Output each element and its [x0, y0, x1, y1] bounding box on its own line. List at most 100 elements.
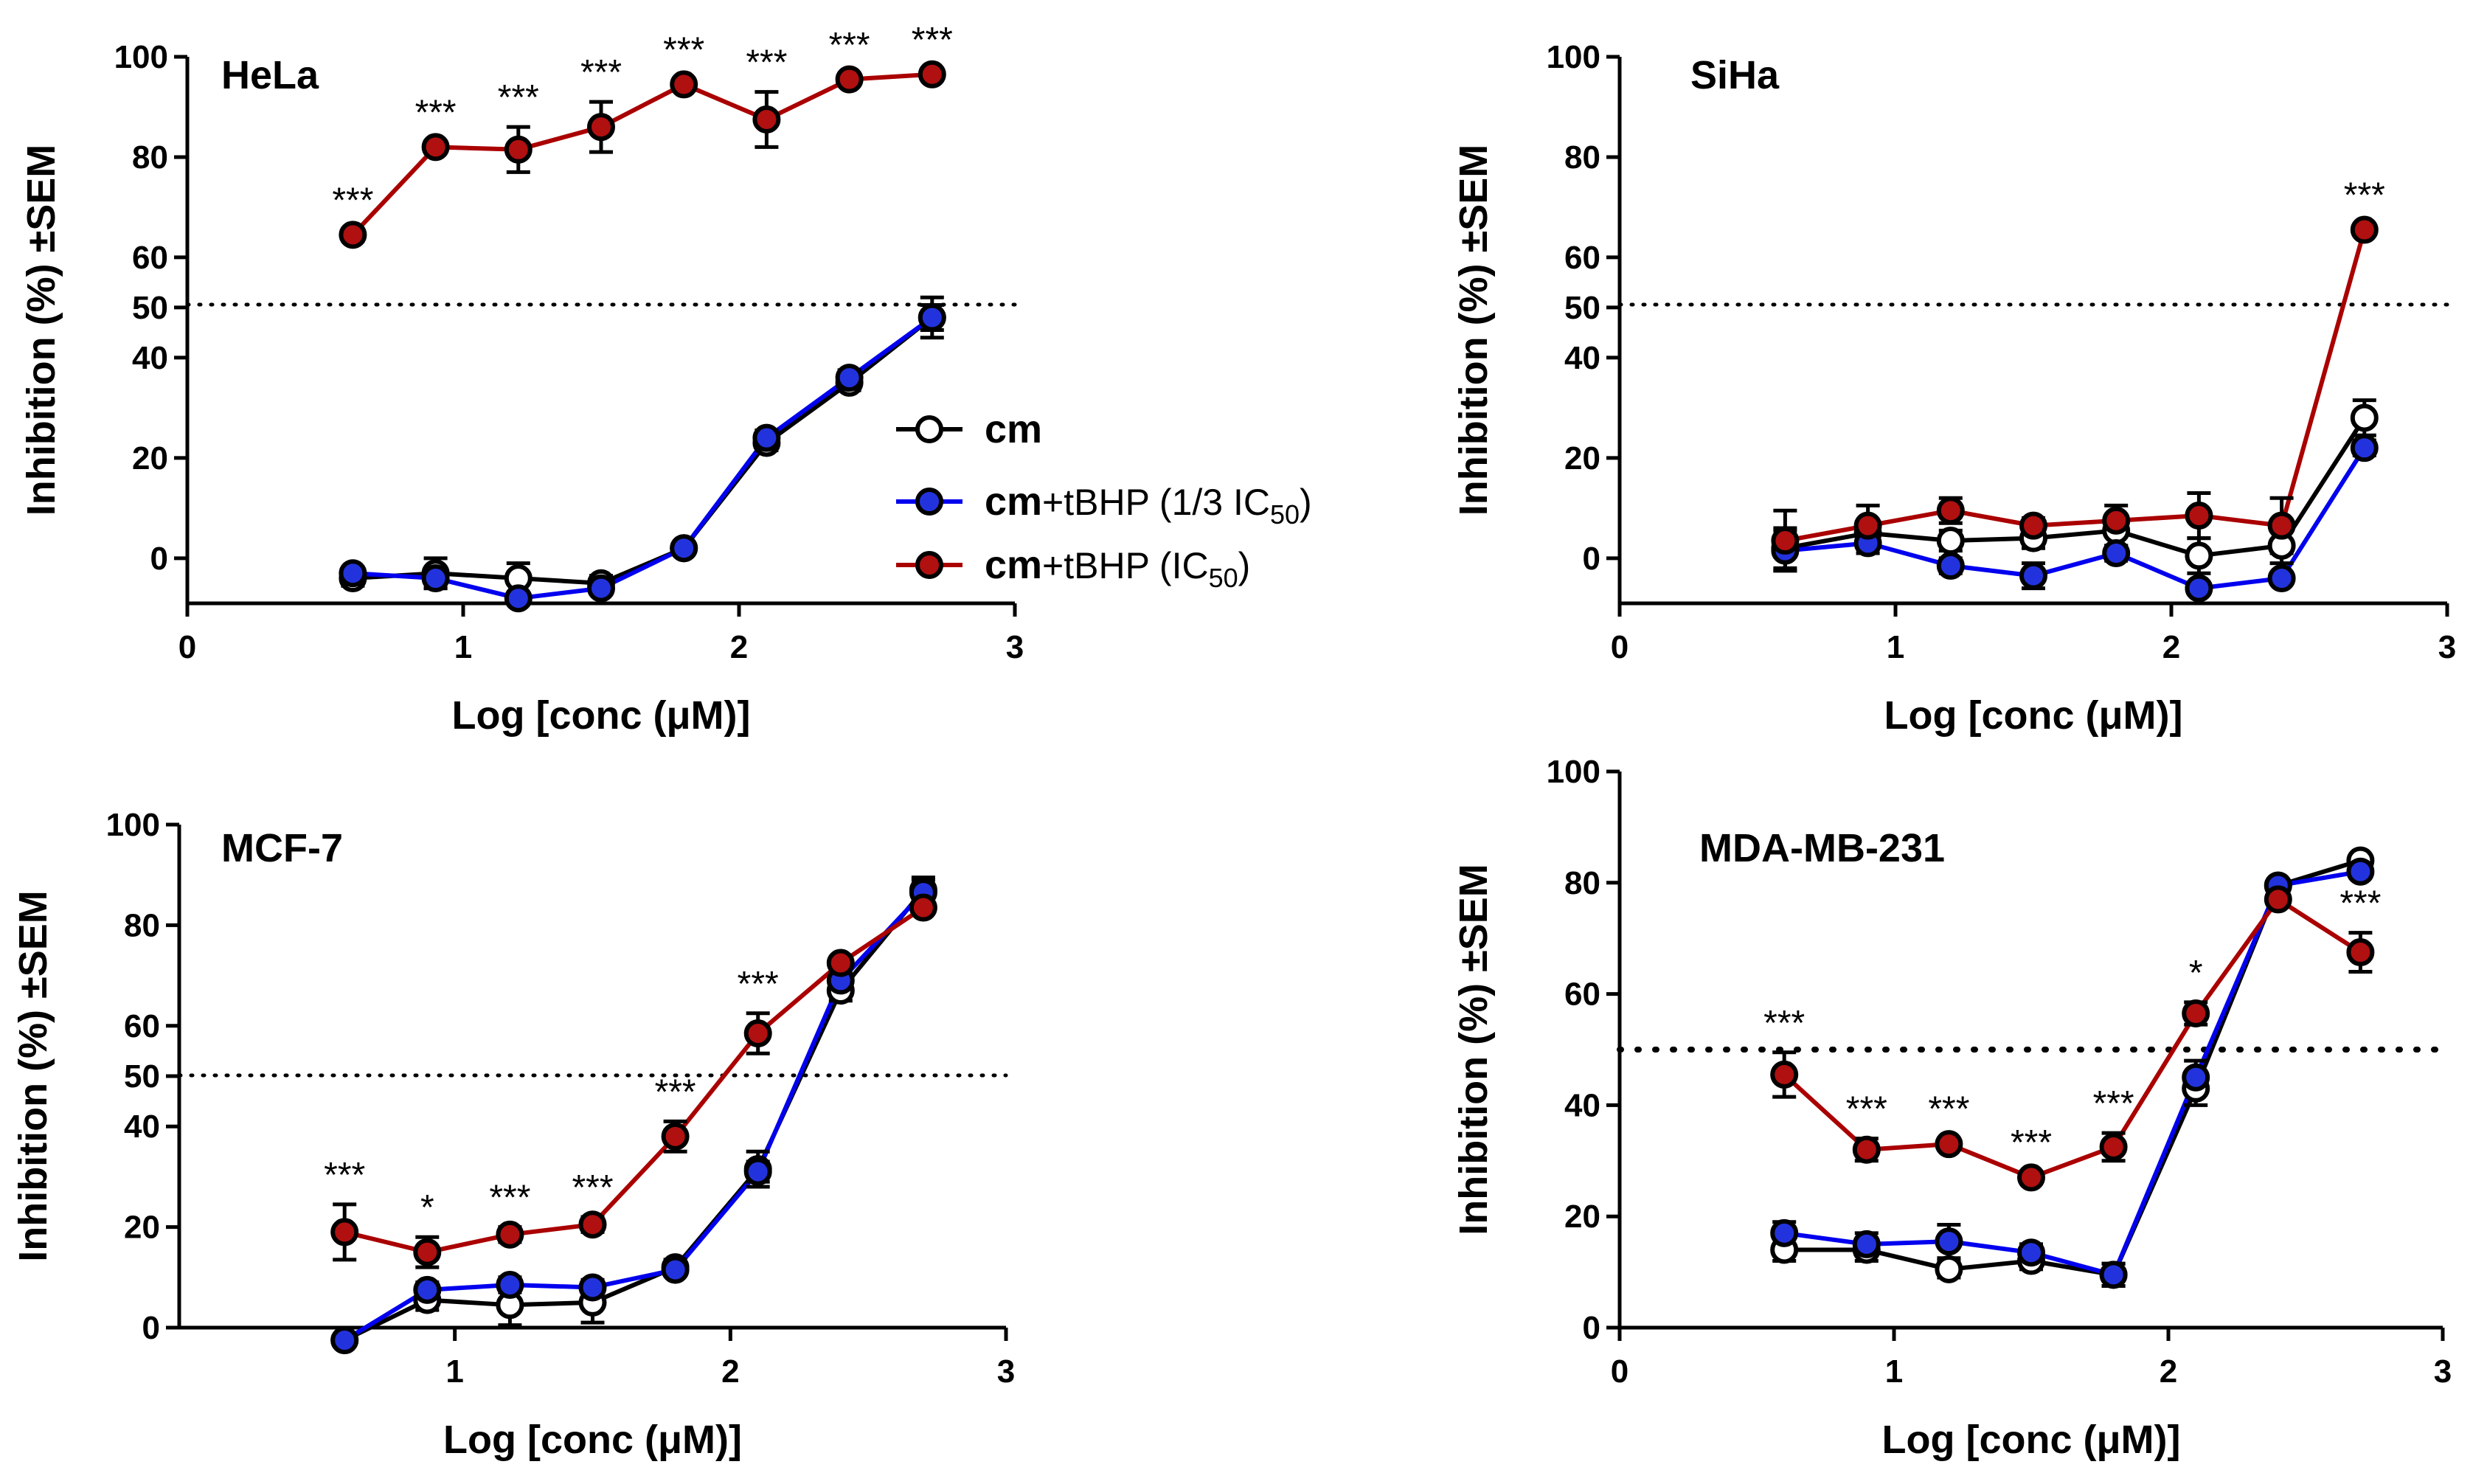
- legend-entry-cm-tbhp-ic50: cm+tBHP (IC50): [896, 543, 1250, 593]
- significance-label: ***: [1928, 1090, 1969, 1129]
- y-tick-label: 0: [150, 541, 168, 577]
- data-point-series-2: [2346, 938, 2375, 967]
- y-tick-label: 0: [1583, 541, 1600, 577]
- x-tick-label: 2: [2162, 629, 2180, 665]
- significance-label: ***: [2093, 1084, 2134, 1123]
- data-point-series-1: [670, 534, 698, 563]
- x-tick-label: 0: [1611, 629, 1628, 665]
- series-line-2: [344, 906, 925, 1255]
- y-tick-label: 20: [1564, 440, 1600, 476]
- significance-label: ***: [489, 1179, 530, 1218]
- data-point-series-0: [1935, 1255, 1963, 1283]
- data-point-series-2: [835, 65, 864, 94]
- y-tick-label: 100: [106, 807, 160, 843]
- data-point-series-1: [587, 574, 615, 603]
- series-line-2: [1784, 229, 2367, 543]
- data-point-series-2: [2182, 999, 2210, 1027]
- data-point-series-1: [413, 1275, 442, 1304]
- data-point-series-2: [504, 135, 533, 164]
- data-point-series-2: [421, 133, 450, 162]
- y-tick-label: 80: [1564, 865, 1600, 901]
- y-tick-label: 0: [1583, 1310, 1600, 1346]
- legend-marker-cm-tbhp-third: [915, 488, 943, 516]
- significance-label: *: [420, 1188, 434, 1227]
- significance-label: ***: [498, 78, 539, 117]
- y-tick-label: 100: [1547, 39, 1600, 75]
- data-point-series-2: [2264, 885, 2292, 914]
- significance-label: ***: [1846, 1090, 1887, 1129]
- data-point-series-1: [421, 564, 450, 593]
- data-point-series-0: [1936, 527, 1965, 555]
- data-point-series-1: [2182, 1063, 2210, 1092]
- data-point-series-0: [2350, 403, 2379, 432]
- y-tick-label: 20: [1564, 1199, 1600, 1235]
- significance-label: ***: [738, 965, 779, 1004]
- data-point-series-1: [752, 423, 781, 452]
- data-point-series-2: [2102, 506, 2131, 535]
- x-tick-label: 1: [1887, 629, 1904, 665]
- legend: cm cm+tBHP (1/3 IC50) cm+tBHP (IC50): [896, 407, 1312, 593]
- significance-label: ***: [655, 1072, 696, 1112]
- y-tick-label: 50: [132, 290, 168, 326]
- y-axis-title: Inhibition (%) ±SEM: [1451, 145, 1496, 516]
- series-line-1: [1783, 869, 2361, 1277]
- x-axis-title: Log [conc (μM)]: [452, 693, 751, 738]
- x-tick-label: 2: [730, 629, 748, 665]
- panel-mcf7: 0 20 40 50 60 80 100 1 2 3 Log [conc (μM)] Inhibiti…: [11, 807, 1015, 1462]
- data-point-series-1: [2102, 539, 2131, 568]
- data-point-series-1: [2346, 857, 2375, 886]
- data-point-series-2: [2017, 1163, 2045, 1192]
- x-axis-title: Log [conc (μM)]: [443, 1418, 742, 1462]
- y-tick-label: 50: [1564, 290, 1600, 326]
- y-tick-label: 20: [124, 1210, 160, 1246]
- x-tick-label: 1: [454, 629, 472, 665]
- x-tick-label: 3: [997, 1353, 1015, 1390]
- data-point-series-2: [1935, 1130, 1963, 1159]
- data-point-series-2: [752, 105, 781, 134]
- data-point-series-1: [2017, 1238, 2045, 1267]
- data-point-series-1: [2267, 564, 2296, 593]
- data-point-series-1: [339, 559, 367, 588]
- y-axis-title: Inhibition (%) ±SEM: [1451, 864, 1496, 1235]
- data-point-series-2: [2350, 215, 2379, 244]
- data-point-series-2: [2185, 502, 2213, 530]
- y-tick-label: 40: [1564, 340, 1600, 376]
- data-point-series-1: [743, 1157, 772, 1186]
- data-point-series-1: [835, 364, 864, 392]
- x-tick-label: 2: [2160, 1353, 2177, 1390]
- data-point-series-1: [330, 1326, 359, 1355]
- data-point-series-2: [2019, 511, 2047, 540]
- y-tick-label: 100: [114, 39, 168, 75]
- data-point-series-2: [909, 893, 937, 922]
- data-point-series-2: [2099, 1132, 2128, 1161]
- significance-label: *: [2189, 954, 2203, 993]
- significance-label: ***: [829, 26, 870, 65]
- significance-label: ***: [912, 21, 953, 60]
- y-tick-label: 60: [1564, 240, 1600, 276]
- y-axis-title: Inhibition (%) ±SEM: [11, 890, 55, 1262]
- legend-entry-cm: cm: [896, 407, 1042, 451]
- y-tick-label: 40: [1564, 1087, 1600, 1123]
- x-tick-label: 3: [1006, 629, 1024, 665]
- panel-title: MCF-7: [221, 826, 343, 870]
- data-point-series-1: [661, 1255, 690, 1284]
- x-tick-label: 1: [445, 1353, 463, 1390]
- data-point-series-1: [1852, 1230, 1881, 1258]
- y-tick-label: 50: [124, 1058, 160, 1095]
- data-point-series-1: [2350, 434, 2379, 462]
- y-tick-label: 40: [124, 1109, 160, 1145]
- y-tick-label: 60: [132, 240, 168, 276]
- legend-label-cm-tbhp-third: cm+tBHP (1/3 IC50): [985, 479, 1312, 530]
- panel-title: SiHa: [1690, 53, 1780, 97]
- legend-label-cm: cm: [985, 407, 1042, 451]
- panel-title: MDA-MB-231: [1699, 826, 1945, 870]
- x-tick-label: 0: [1611, 1353, 1628, 1390]
- data-point-series-2: [1853, 511, 1882, 540]
- significance-label: ***: [2339, 884, 2381, 923]
- panel-mda-mb-231: 0 20 40 60 80 100 0 1 2 3 Log [conc (μM)] Inhibitio…: [1451, 754, 2452, 1462]
- data-point-series-2: [1936, 496, 1965, 525]
- x-tick-label: 0: [178, 629, 196, 665]
- y-axis-title: Inhibition (%) ±SEM: [19, 145, 63, 516]
- y-tick-label: 80: [132, 139, 168, 176]
- data-point-series-1: [918, 303, 946, 332]
